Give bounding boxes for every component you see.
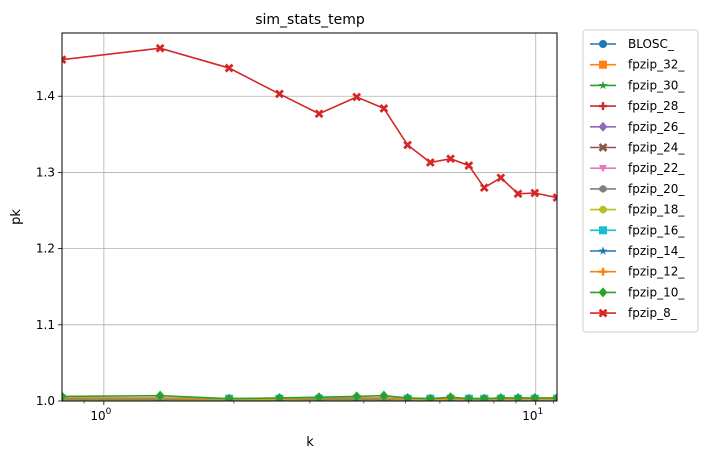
- legend-item-fpzip-30: fpzip_30_: [590, 78, 685, 92]
- legend-label: fpzip_22_: [628, 161, 685, 175]
- point-fpzip-8: [155, 43, 165, 53]
- point-fpzip-10: [224, 393, 234, 401]
- legend-item-fpzip-16: fpzip_16_: [590, 223, 685, 237]
- point-fpzip-8: [479, 183, 489, 193]
- legend-swatch-marker: [599, 226, 607, 235]
- point-fpzip-10: [479, 393, 489, 401]
- legend-label: fpzip_18_: [628, 203, 685, 217]
- point-fpzip-8: [403, 140, 412, 150]
- legend-label: fpzip_26_: [628, 120, 685, 134]
- legend-item-fpzip-18: fpzip_18_: [590, 203, 685, 217]
- point-fpzip-8: [464, 161, 474, 170]
- point-fpzip-10: [425, 393, 435, 401]
- y-tick-label: 1.1: [36, 318, 55, 332]
- legend-swatch-marker: [598, 308, 608, 318]
- y-ticks: 1.0 1.1 1.2 1.3 1.4: [36, 89, 62, 408]
- legend-item-fpzip-26: fpzip_26_: [590, 120, 685, 134]
- x-ticks: 100 101: [83, 401, 554, 423]
- legend: BLOSC_ fpzip_32_ fpzip_30_ fpzip_28_ fpzip_2…: [582, 29, 699, 333]
- legend-swatch-marker: [598, 143, 608, 152]
- point-fpzip-10: [552, 392, 557, 401]
- series-markers: [62, 43, 557, 401]
- y-tick-label: 1.3: [36, 165, 55, 179]
- point-fpzip-8: [379, 104, 389, 113]
- legend-swatch-marker: [598, 246, 608, 255]
- series-line-fpzip-8: [62, 47, 557, 199]
- point-fpzip-10: [62, 391, 67, 401]
- point-fpzip-8: [446, 154, 455, 164]
- legend-label: fpzip_16_: [628, 223, 685, 237]
- x-axis-label: k: [306, 435, 314, 450]
- point-fpzip-10: [155, 390, 165, 401]
- y-tick-label: 1.0: [36, 394, 55, 408]
- legend-label: fpzip_24_: [628, 141, 685, 155]
- legend-item-fpzip-10: fpzip_10_: [590, 285, 685, 299]
- x-tick-label: 101: [522, 407, 543, 423]
- legend-label: fpzip_12_: [628, 265, 685, 279]
- point-fpzip-8: [352, 92, 362, 102]
- grid: [62, 33, 557, 402]
- chart-title: sim_stats_temp: [255, 12, 365, 28]
- point-fpzip-8: [425, 158, 435, 167]
- legend-swatch-marker: [599, 40, 607, 48]
- series-lines: [62, 47, 557, 401]
- legend-item-fpzip-14: fpzip_14_: [590, 244, 685, 258]
- legend-swatch-marker: [598, 80, 608, 90]
- point-fpzip-10: [403, 392, 412, 401]
- legend-item-fpzip-8: fpzip_8_: [590, 306, 678, 320]
- x-tick-label: 100: [90, 407, 111, 423]
- point-fpzip-10: [530, 392, 540, 401]
- y-tick-label: 1.4: [36, 89, 55, 103]
- point-fpzip-10: [379, 390, 389, 401]
- point-fpzip-10: [446, 392, 455, 401]
- legend-label: fpzip_30_: [628, 78, 685, 92]
- legend-label: fpzip_10_: [628, 285, 685, 299]
- legend-swatch-marker: [599, 267, 607, 276]
- legend-swatch-marker: [599, 165, 607, 173]
- point-fpzip-10: [352, 391, 362, 401]
- legend-swatch-marker: [599, 184, 607, 193]
- legend-swatch-marker: [599, 205, 607, 214]
- point-fpzip-10: [513, 392, 523, 401]
- point-fpzip-10: [314, 392, 324, 401]
- legend-label: fpzip_20_: [628, 182, 685, 196]
- legend-swatch-marker: [599, 60, 607, 69]
- legend-item-fpzip-28: fpzip_28_: [590, 99, 685, 113]
- point-fpzip-8: [552, 193, 557, 202]
- legend-label: fpzip_8_: [628, 306, 678, 320]
- plot-frame: [61, 32, 558, 402]
- series-line-fpzip-10: [62, 394, 557, 400]
- legend-item-fpzip-20: fpzip_20_: [590, 182, 685, 196]
- point-fpzip-8: [314, 109, 324, 119]
- point-fpzip-8: [62, 55, 67, 65]
- legend-item-fpzip-12: fpzip_12_: [590, 265, 685, 279]
- point-fpzip-10: [464, 393, 474, 401]
- legend-label: BLOSC_: [628, 37, 675, 51]
- point-fpzip-10: [496, 392, 506, 401]
- legend-swatch-marker: [598, 287, 608, 298]
- point-fpzip-8: [530, 188, 540, 198]
- point-fpzip-10: [275, 392, 284, 401]
- point-fpzip-8: [496, 173, 506, 183]
- point-fpzip-8: [275, 89, 284, 99]
- y-tick-label: 1.2: [36, 242, 55, 256]
- legend-label: fpzip_32_: [628, 58, 685, 72]
- legend-label: fpzip_28_: [628, 99, 685, 113]
- legend-swatch-marker: [599, 102, 607, 111]
- legend-item-fpzip-32: fpzip_32_: [590, 58, 685, 72]
- legend-item-blosc: BLOSC_: [590, 37, 675, 51]
- legend-label: fpzip_14_: [628, 244, 685, 258]
- point-fpzip-8: [513, 189, 523, 199]
- legend-item-fpzip-22: fpzip_22_: [590, 161, 685, 175]
- legend-swatch-marker: [598, 121, 608, 132]
- point-fpzip-8: [224, 63, 234, 73]
- y-axis-label: pk: [9, 209, 24, 225]
- legend-item-fpzip-24: fpzip_24_: [590, 141, 685, 155]
